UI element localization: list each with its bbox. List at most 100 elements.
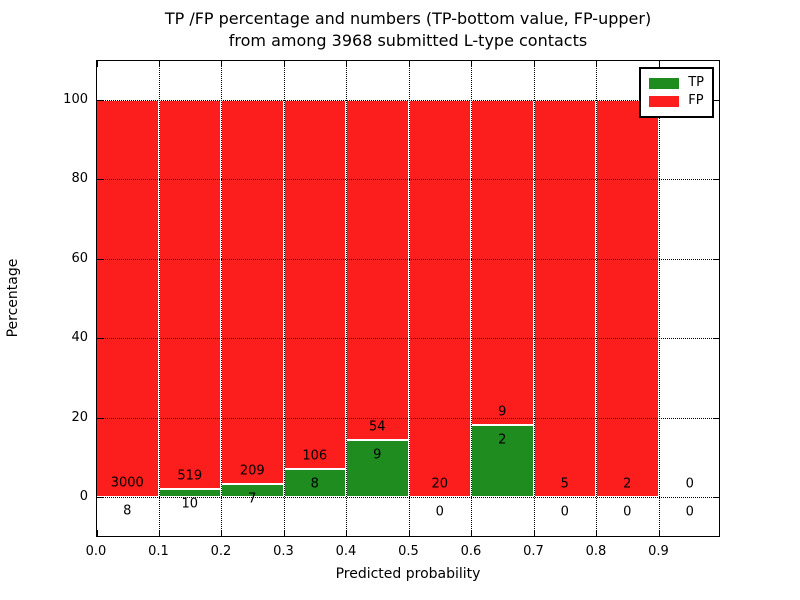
bar-fp-segment [221,100,284,485]
tp-legend-swatch [649,77,680,89]
x-tick-mark-top [158,61,160,67]
tp-count-label: 0 [623,504,632,520]
bar-fp-segment [596,100,659,497]
x-tick-label: 0.2 [210,544,232,559]
fp-count-label: 9 [498,404,507,420]
gridline-vertical [408,60,410,537]
x-tick-label: 0.1 [148,544,169,559]
gridline-horizontal [96,417,720,419]
legend-item-fp: FP [649,94,704,108]
bar-fp-segment [533,100,596,497]
x-tick-mark-top [596,61,597,67]
fp-count-label: 20 [431,476,449,492]
x-tick-mark [596,530,597,536]
plot-area: TP FP 3000 8 519 10 209 7 106 8 54 9 20 0 9 2 5 0 2 0 0 0 [96,60,720,537]
y-tick-mark-right [713,100,719,101]
y-tick-mark [97,179,103,181]
x-tick-label: 0.4 [335,544,357,559]
x-tick-mark-top [97,61,98,67]
legend: TP FP [639,67,714,118]
gridline-horizontal [96,338,720,340]
fp-count-label: 54 [368,419,386,435]
y-tick-mark [97,338,103,340]
gridline-vertical [221,60,222,537]
x-tick-mark [158,530,160,536]
y-tick-label: 40 [71,330,88,346]
fp-count-label: 519 [177,468,203,484]
chart-title-line2: from among 3968 submitted L-type contact… [228,31,588,50]
y-tick-mark-right [713,179,719,181]
gridline-horizontal [96,100,720,101]
x-tick-mark-top [221,61,222,67]
gridline-vertical [283,60,285,537]
x-tick-label: 0.9 [648,544,669,559]
fp-count-label: 5 [560,476,569,492]
gridline-vertical [658,60,660,537]
y-tick-mark-right [713,497,719,498]
x-tick-mark [533,530,535,536]
fp-count-label: 106 [302,448,328,464]
y-tick-label: 20 [71,409,88,425]
y-tick-label: 80 [71,171,88,187]
gridline-vertical [158,60,160,537]
gridline-vertical [596,60,597,537]
y-tick-mark [97,497,103,498]
fp-count-label: 0 [685,476,694,492]
x-axis-label: Predicted probability [335,566,481,582]
x-tick-label: 0.3 [273,544,294,559]
gridline-horizontal [96,179,720,181]
fp-count-label: 2 [623,476,632,492]
x-tick-label: 0.7 [523,544,544,559]
x-tick-label: 0.5 [398,544,419,559]
bar-fp-segment [471,100,534,425]
y-tick-mark [97,100,103,101]
y-tick-mark [97,258,103,260]
bar-fp-segment [158,100,221,490]
y-axis-label: Percentage [5,258,21,338]
tp-count-label: 8 [123,503,132,519]
gridline-vertical [533,60,535,537]
tp-count-label: 10 [181,496,199,512]
tp-count-label: 0 [560,504,569,520]
fp-count-label: 3000 [110,475,144,491]
y-tick-label: 100 [63,92,88,107]
x-tick-mark [658,530,660,536]
gridline-vertical [471,60,472,537]
bar-fp-segment [346,100,409,441]
x-tick-label: 0.6 [460,544,482,559]
bar-tp-segment [283,469,346,497]
x-tick-mark-top [658,61,660,67]
x-tick-mark [408,530,410,536]
tp-count-label: 9 [373,447,382,463]
bar-fp-segment [283,100,346,470]
tp-count-label: 0 [435,504,444,520]
fp-count-label: 209 [239,463,265,479]
tp-count-label: 7 [248,491,257,507]
chart-title: TP /FP percentage and numbers (TP-bottom… [96,8,720,52]
x-tick-mark [283,530,285,536]
y-tick-mark-right [713,417,719,419]
bar-fp-segment [408,100,471,497]
y-tick-label: 60 [71,250,88,266]
x-tick-mark [97,530,98,536]
y-tick-label: 0 [79,489,88,504]
x-tick-mark [471,530,472,536]
gridline-horizontal [96,497,720,498]
x-tick-mark [346,530,347,536]
x-tick-mark-top [471,61,472,67]
gridline-horizontal [96,258,720,260]
y-tick-mark [97,417,103,419]
tp-count-label: 8 [310,476,319,492]
tp-legend-label: TP [688,75,704,90]
x-tick-label: 0.8 [585,544,607,559]
tp-count-label: 2 [498,432,507,448]
x-tick-mark-top [283,61,285,67]
bar-fp-segment [96,100,159,497]
x-tick-label: 0.0 [85,544,107,559]
x-tick-mark [221,530,222,536]
x-tick-mark-top [346,61,347,67]
fp-legend-swatch [649,95,680,107]
bar-tp-segment [471,424,534,497]
bar-tp-segment [158,489,221,497]
x-tick-mark-top [533,61,535,67]
